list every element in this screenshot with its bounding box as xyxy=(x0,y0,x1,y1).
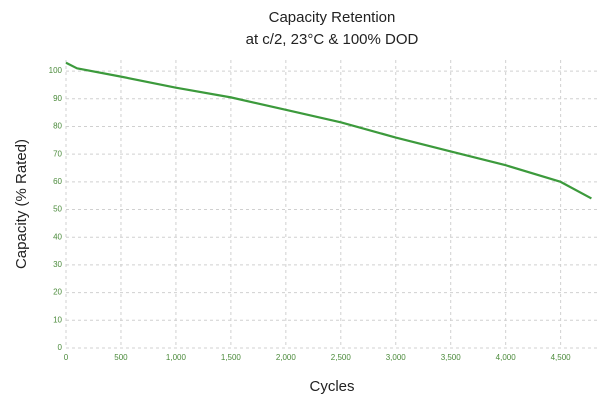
y-tick-label: 60 xyxy=(53,177,62,186)
x-tick-label: 4,500 xyxy=(551,353,572,362)
y-tick-label: 20 xyxy=(53,288,62,297)
x-tick-label: 500 xyxy=(114,353,128,362)
y-tick-label: 50 xyxy=(53,205,62,214)
x-tick-label: 3,000 xyxy=(386,353,407,362)
x-tick-label: 1,000 xyxy=(166,353,187,362)
chart-subtitle: at c/2, 23°C & 100% DOD xyxy=(246,31,419,48)
x-tick-label: 0 xyxy=(64,353,69,362)
x-tick-label: 2,500 xyxy=(331,353,352,362)
y-tick-label: 100 xyxy=(49,66,63,75)
x-tick-label: 2,000 xyxy=(276,353,297,362)
y-tick-label: 10 xyxy=(53,315,62,324)
y-tick-label: 90 xyxy=(53,94,62,103)
y-axis-label: Capacity (% Rated) xyxy=(13,139,30,269)
chart-title: Capacity Retention xyxy=(269,9,396,26)
x-tick-label: 4,000 xyxy=(496,353,517,362)
x-tick-label: 3,500 xyxy=(441,353,462,362)
y-tick-label: 80 xyxy=(53,122,62,131)
y-tick-label: 70 xyxy=(53,149,62,158)
x-tick-label: 1,500 xyxy=(221,353,242,362)
data-line xyxy=(65,61,592,200)
y-tick-label: 30 xyxy=(53,260,62,269)
y-tick-label: 40 xyxy=(53,232,62,241)
y-tick-label: 0 xyxy=(58,343,63,352)
x-axis-label: Cycles xyxy=(309,378,354,395)
